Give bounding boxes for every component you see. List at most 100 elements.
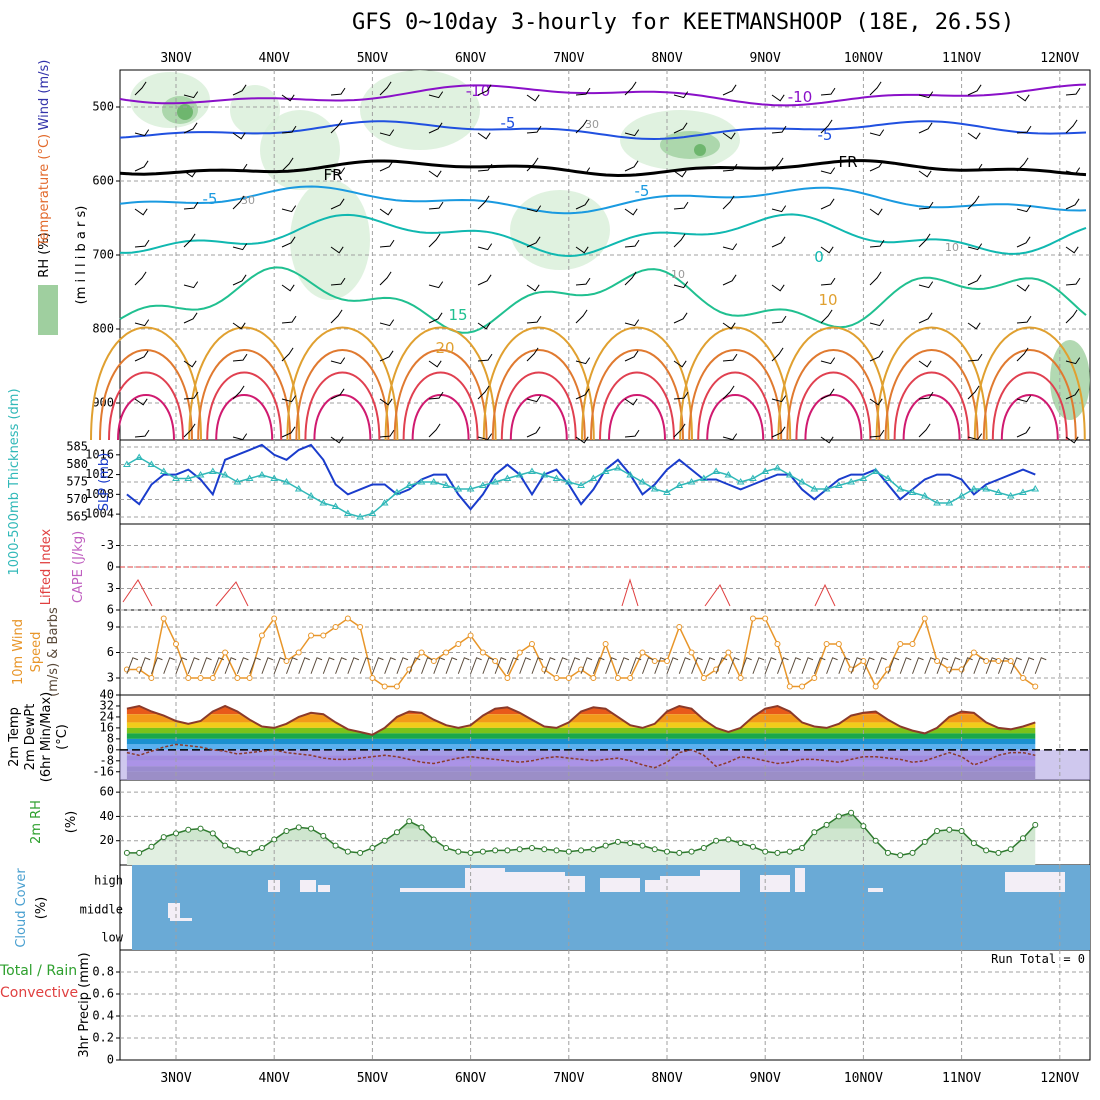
- surface-wind-barb: [973, 657, 986, 674]
- rh2m-marker: [823, 821, 830, 828]
- cloud-level-label: low: [101, 931, 123, 945]
- wind-barb: [281, 157, 294, 172]
- wind-barb: [281, 426, 296, 438]
- rh-band-group: [126, 812, 1036, 865]
- wind-speed-marker: [148, 675, 155, 681]
- rh2m-marker: [246, 849, 253, 856]
- temp-contour-minus5b: [119, 185, 1087, 215]
- surface-wind-barb: [126, 657, 139, 674]
- thickness-marker: [859, 474, 868, 481]
- wind-barb: [477, 385, 490, 400]
- wind-barb: [967, 243, 983, 251]
- temp-contour-minus5: [119, 120, 1087, 141]
- wind-barb: [1065, 436, 1079, 444]
- wind-barb: [183, 122, 198, 134]
- wind-barb: [232, 274, 247, 286]
- rh2m-marker: [700, 845, 707, 851]
- rh2m-unit: (%): [64, 811, 79, 834]
- warm-temp-contour: [875, 326, 988, 441]
- warm-temp-contour: [393, 349, 488, 441]
- wind-barb: [477, 163, 493, 172]
- bottom-date-label: 11NOV: [942, 1071, 981, 1086]
- thickness-marker: [773, 464, 782, 471]
- wind-barb: [428, 122, 443, 134]
- wind-speed-marker: [627, 675, 634, 681]
- wind10-label-c: (m/s) & Barbs: [46, 607, 61, 697]
- wind-barb: [526, 426, 541, 438]
- surface-wind-barb: [322, 657, 335, 674]
- wind-barb: [526, 205, 542, 213]
- wind-barb: [869, 208, 883, 216]
- wind-barb: [183, 423, 196, 438]
- wind-barb: [820, 167, 836, 175]
- rh2m-marker: [492, 847, 499, 854]
- rh2m-marker: [946, 826, 953, 833]
- thickness-marker: [945, 499, 954, 506]
- wind-barb: [183, 391, 199, 400]
- rh2m-marker: [516, 846, 523, 853]
- thickness-marker: [429, 478, 438, 485]
- wind-barb: [330, 198, 345, 210]
- rh2m-marker: [320, 832, 327, 839]
- wind-speed-marker: [467, 632, 474, 639]
- thickness-marker: [834, 481, 843, 488]
- wind-barb: [673, 312, 688, 324]
- wind-label: Wind (m/s): [37, 60, 52, 131]
- thickness-marker: [699, 474, 708, 481]
- warm-temp-contour: [117, 394, 175, 441]
- rh2m-marker: [541, 846, 548, 853]
- thickness-marker: [749, 474, 757, 481]
- rh2m-marker: [725, 836, 732, 843]
- wind-barb: [722, 84, 737, 96]
- wind-barb: [771, 426, 786, 438]
- wind-barb: [722, 353, 738, 362]
- bottom-date-label: 9NOV: [750, 1071, 781, 1086]
- wind-barb: [967, 433, 983, 441]
- wind-barb: [820, 388, 835, 400]
- wind-barb: [1016, 125, 1032, 134]
- rh2m-marker: [970, 840, 977, 847]
- thickness-marker: [466, 485, 475, 492]
- wind-speed-marker: [344, 615, 351, 622]
- thickness-marker: [1019, 488, 1027, 495]
- thickness-marker: [245, 474, 254, 481]
- rh2m-marker: [467, 849, 474, 856]
- contour-label: -5: [203, 190, 218, 208]
- wind-barb: [379, 398, 393, 406]
- wind-barb: [428, 360, 442, 368]
- wind-speed-marker: [160, 615, 167, 622]
- cloud-background: [132, 865, 1090, 950]
- surface-wind-barb: [347, 657, 360, 674]
- contour-label: -5: [501, 114, 516, 132]
- thickness-marker: [638, 478, 647, 485]
- rh2m-marker: [860, 823, 867, 830]
- thickness-marker: [577, 481, 585, 488]
- wind-barb: [673, 201, 689, 210]
- pressure-tick-label: 500: [92, 100, 114, 114]
- thickness-marker: [442, 481, 450, 488]
- wind-barb: [722, 385, 735, 400]
- wind-speed-marker: [786, 683, 793, 690]
- rh2m-marker: [271, 836, 278, 843]
- wind-barb: [232, 243, 248, 251]
- bottom-date-label: 6NOV: [455, 1071, 486, 1086]
- temp2m-label-a: 2m Temp: [7, 707, 22, 767]
- wind-speed-marker: [835, 641, 842, 647]
- wind-barb: [820, 246, 834, 254]
- surface-wind-barb: [494, 657, 507, 674]
- high-cloud-block: [505, 872, 565, 892]
- top-date-label: 3NOV: [160, 51, 191, 66]
- thickness-marker: [294, 485, 303, 492]
- rh-color-band: [126, 812, 1036, 817]
- wind-barb: [575, 388, 590, 400]
- slp-tick-label: 1012: [85, 467, 114, 481]
- wind-barb: [379, 350, 394, 362]
- rh2m-marker: [664, 848, 670, 855]
- wind-barb: [1016, 236, 1031, 248]
- thickness-marker: [368, 509, 377, 516]
- surface-wind-barb: [875, 657, 887, 674]
- rh2m-marker: [381, 837, 388, 844]
- wind-barb: [820, 436, 834, 444]
- rh2m-marker: [136, 849, 143, 856]
- rh2m-marker: [430, 836, 437, 843]
